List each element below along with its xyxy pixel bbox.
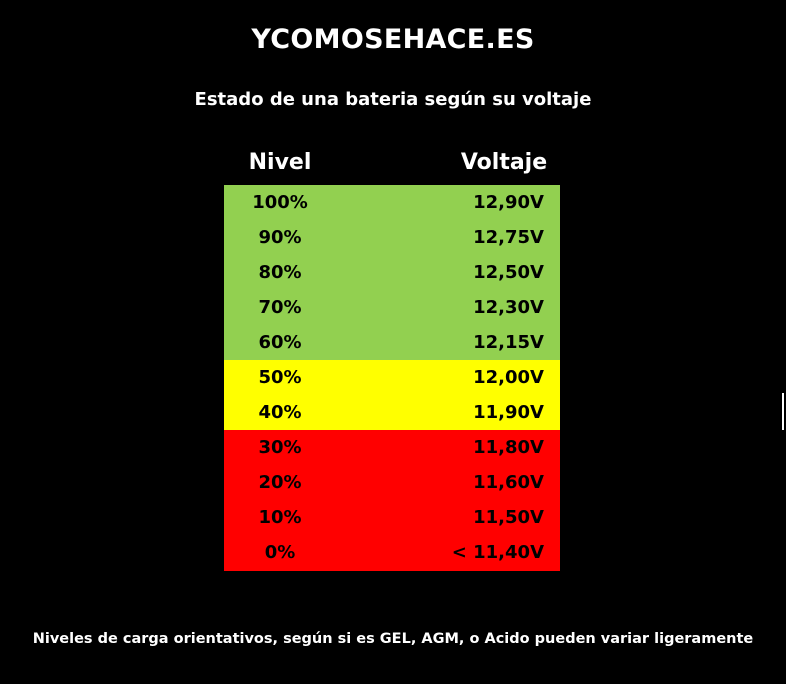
voltage-cell: 12,15V [473,332,544,353]
table-row: 60% 12,15V [224,325,560,361]
level-cell: 0% [264,542,296,563]
chart-title: Estado de una bateria según su voltaje [194,89,592,110]
level-cell: 20% [258,472,302,493]
voltage-cell: 12,30V [473,297,544,318]
table-row: 30% 11,80V [224,430,560,466]
voltage-cell: 11,50V [473,507,544,528]
table-row: 70% 12,30V [224,290,560,326]
voltage-cell: 12,00V [473,367,544,388]
level-cell: 30% [258,437,302,458]
voltage-cell: 11,90V [473,402,544,423]
table-row: 80% 12,50V [224,255,560,291]
level-cell: 60% [258,332,302,353]
battery-table: 100% 12,90V 90% 12,75V 80% 12,50V 70% 12,30V 60%… [224,185,560,571]
level-cell: 80% [258,262,302,283]
text-cursor-mark [782,393,784,430]
level-cell: 70% [258,297,302,318]
level-cell: 100% [252,192,308,213]
voltage-cell: 11,80V [473,437,544,458]
column-header-level: Nivel [248,150,312,175]
footnote: Niveles de carga orientativos, según si … [32,631,754,647]
voltage-cell: 12,90V [473,192,544,213]
voltage-cell: 12,75V [473,227,544,248]
level-cell: 40% [258,402,302,423]
column-header-voltage: Voltaje [460,150,548,175]
level-cell: 90% [258,227,302,248]
level-cell: 10% [258,507,302,528]
table-row: 20% 11,60V [224,465,560,501]
voltage-cell: 12,50V [473,262,544,283]
voltage-cell: < 11,40V [451,542,544,563]
level-cell: 50% [258,367,302,388]
table-row: 0% < 11,40V [224,535,560,571]
table-row: 50% 12,00V [224,360,560,396]
voltage-cell: 11,60V [473,472,544,493]
table-row: 40% 11,90V [224,395,560,431]
site-title: YCOMOSEHACE.ES [251,24,535,55]
table-row: 100% 12,90V [224,185,560,221]
table-row: 90% 12,75V [224,220,560,256]
table-row: 10% 11,50V [224,500,560,536]
